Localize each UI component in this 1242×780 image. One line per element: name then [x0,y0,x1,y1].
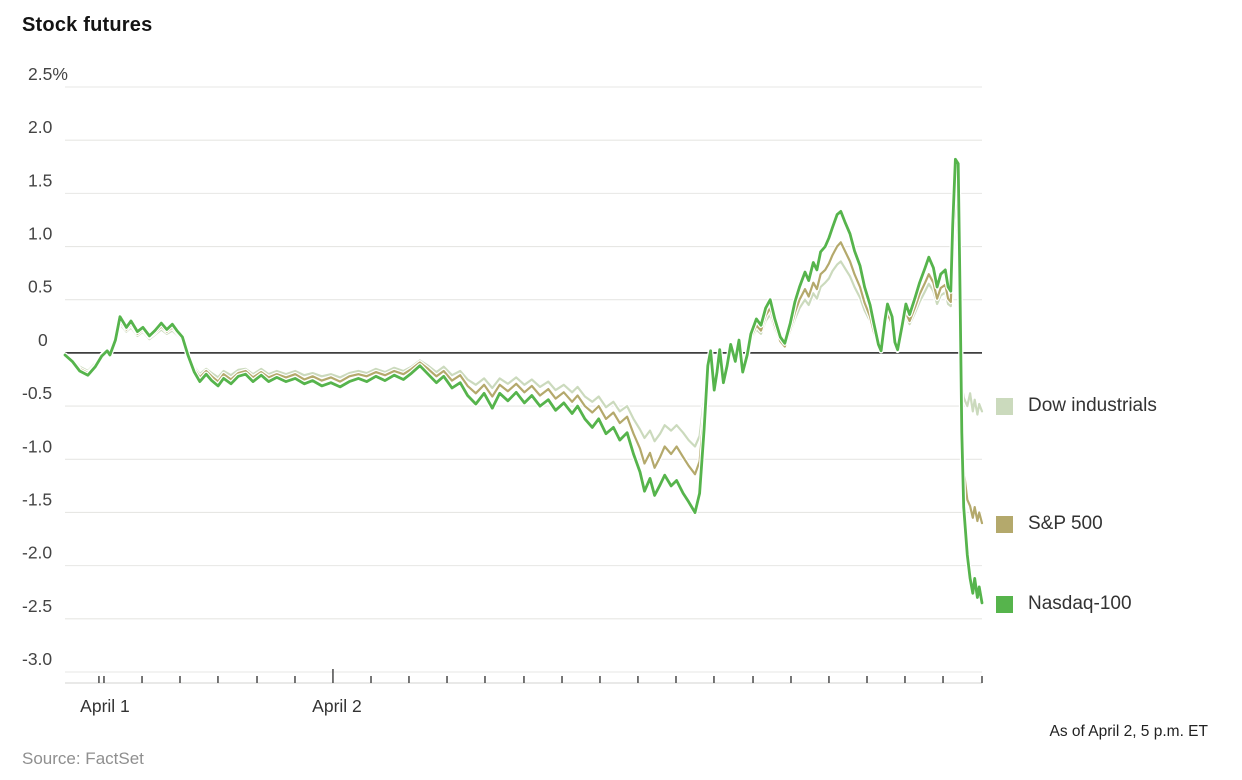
svg-text:1.5: 1.5 [28,170,52,190]
nasdaq-100-swatch-icon [996,595,1013,613]
svg-text:0.5: 0.5 [28,277,52,297]
svg-text:-2.0: -2.0 [22,543,52,563]
svg-text:-2.5: -2.5 [22,596,52,616]
svg-text:April 1: April 1 [80,696,130,716]
legend-item-nasdaq-100: Nasdaq-100 [996,593,1132,614]
svg-text:2.5%: 2.5% [28,64,68,84]
sp-500-swatch-icon [996,515,1013,533]
svg-text:-3.0: -3.0 [22,649,52,669]
svg-text:April 2: April 2 [312,696,362,716]
as-of-note: As of April 2, 5 p.m. ET [1049,723,1208,740]
svg-text:-0.5: -0.5 [22,383,52,403]
svg-text:0: 0 [38,330,48,350]
svg-text:-1.0: -1.0 [22,436,52,456]
source-note: Source: FactSet [22,749,144,768]
legend-item-sp-500: S&P 500 [996,513,1103,534]
chart-title: Stock futures [22,14,153,36]
svg-text:1.0: 1.0 [28,224,53,244]
legend-item-dow-industrials: Dow industrials [996,395,1157,416]
dow-industrials-swatch-icon [996,397,1013,415]
legend-label-sp-500: S&P 500 [1028,513,1103,534]
svg-text:2.0: 2.0 [28,117,53,137]
legend-label-dow-industrials: Dow industrials [1028,395,1157,416]
svg-text:-1.5: -1.5 [22,489,52,509]
legend-label-nasdaq-100: Nasdaq-100 [1028,593,1132,614]
